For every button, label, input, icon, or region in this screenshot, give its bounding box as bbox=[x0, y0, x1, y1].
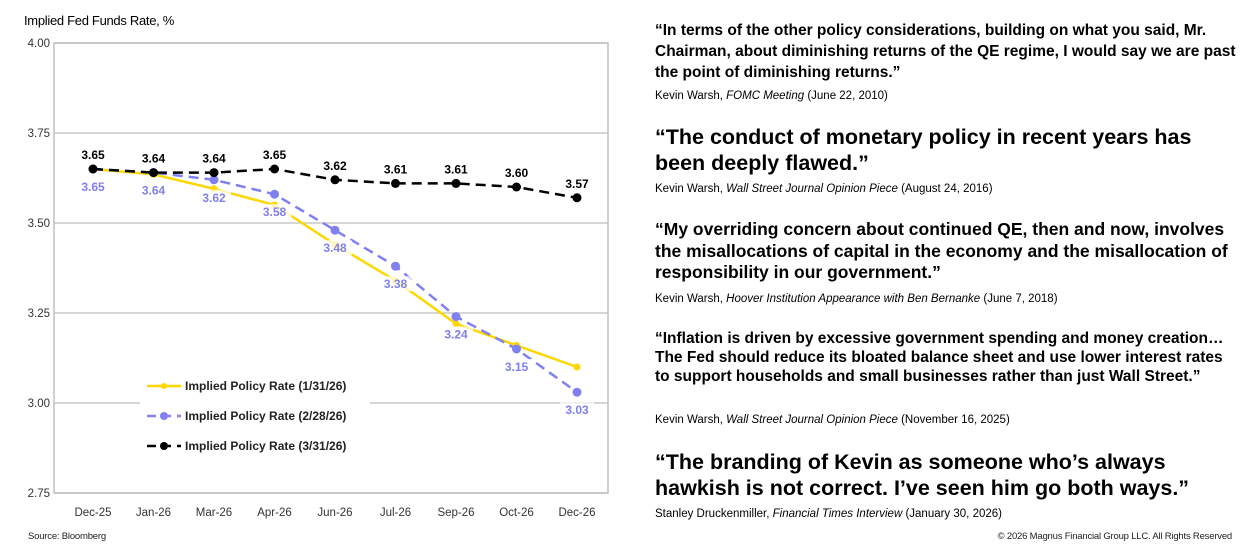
plot-border bbox=[53, 42, 609, 494]
data-label: 3.38 bbox=[384, 277, 408, 291]
y-tick-label: 3.50 bbox=[28, 218, 50, 230]
data-label: 3.58 bbox=[263, 205, 287, 219]
data-label: 3.64 bbox=[142, 184, 166, 198]
data-label: 3.57 bbox=[565, 177, 589, 191]
legend-marker-icon bbox=[161, 383, 167, 389]
attribution-1: Kevin Warsh, FOMC Meeting (June 22, 2010… bbox=[655, 90, 888, 102]
data-label-background bbox=[136, 182, 171, 198]
data-point bbox=[512, 182, 521, 192]
legend-label: Implied Policy Rate (2/28/26) bbox=[185, 409, 346, 423]
y-tick-label: 3.00 bbox=[28, 398, 50, 410]
data-point bbox=[452, 320, 460, 328]
data-point bbox=[572, 387, 582, 397]
x-tick-label: Sep-26 bbox=[437, 507, 474, 519]
data-label: 3.62 bbox=[323, 159, 347, 173]
fed-funds-chart: 4.00 3.75 3.50 3.25 3.00 2.75 Dec-25 Jan-26 Mar-… bbox=[28, 38, 609, 519]
data-point bbox=[209, 175, 219, 185]
attribution-3: Kevin Warsh, Hoover Institution Appearan… bbox=[655, 293, 1058, 305]
x-tick-label: Jun-26 bbox=[317, 507, 352, 519]
data-label-background bbox=[76, 179, 110, 194]
data-label: 3.65 bbox=[81, 148, 105, 162]
data-label: 3.62 bbox=[202, 191, 226, 205]
data-point bbox=[149, 168, 158, 178]
attribution-5: Stanley Druckenmiller, Financial Times I… bbox=[655, 508, 1002, 520]
legend-marker-icon bbox=[160, 442, 168, 450]
data-label: 3.61 bbox=[384, 162, 408, 176]
x-tick-label: Oct-26 bbox=[499, 507, 534, 519]
data-point bbox=[391, 178, 400, 188]
data-label-background bbox=[560, 402, 594, 418]
data-label: 3.15 bbox=[505, 360, 529, 374]
chart-title: Implied Fed Funds Rate, % bbox=[24, 13, 175, 28]
data-label: 3.48 bbox=[323, 241, 347, 255]
legend-background bbox=[140, 372, 370, 464]
data-label-background bbox=[197, 189, 231, 205]
quote-4: “Inflation is driven by excessive govern… bbox=[655, 330, 1224, 385]
legend-marker-icon bbox=[160, 412, 168, 420]
data-point bbox=[209, 168, 219, 178]
y-tick-label: 2.75 bbox=[28, 488, 50, 500]
data-point bbox=[451, 178, 461, 188]
data-point bbox=[88, 164, 98, 174]
series-line-2 bbox=[92, 167, 578, 394]
data-label: 3.03 bbox=[565, 403, 589, 417]
series-line-1 bbox=[92, 167, 578, 369]
x-tick-label: Mar-26 bbox=[196, 507, 232, 519]
legend-label: Implied Policy Rate (1/31/26) bbox=[185, 379, 346, 393]
data-label: 3.65 bbox=[81, 180, 105, 194]
data-point bbox=[451, 312, 461, 322]
y-tick-label: 3.75 bbox=[28, 128, 50, 140]
data-label: 3.64 bbox=[142, 152, 166, 166]
data-label: 3.60 bbox=[505, 166, 529, 180]
data-label-background bbox=[378, 276, 413, 292]
source-note: Source: Bloomberg bbox=[28, 531, 106, 542]
data-point bbox=[270, 164, 279, 174]
x-tick-label: Jul-26 bbox=[380, 507, 411, 519]
data-label: 3.65 bbox=[263, 148, 287, 162]
data-point bbox=[270, 189, 279, 199]
legend-label: Implied Policy Rate (3/31/26) bbox=[185, 439, 346, 453]
y-tick-label: 4.00 bbox=[28, 38, 50, 50]
attribution-2: Kevin Warsh, Wall Street Journal Opinion… bbox=[655, 183, 993, 195]
x-tick-label: Dec-26 bbox=[558, 507, 595, 519]
y-tick-label: 3.25 bbox=[28, 308, 50, 320]
x-tick-label: Dec-25 bbox=[74, 507, 111, 519]
data-point bbox=[572, 193, 582, 203]
x-tick-label: Apr-26 bbox=[257, 507, 292, 519]
data-point bbox=[512, 344, 521, 354]
data-label-background bbox=[318, 240, 352, 256]
data-label-background bbox=[439, 326, 473, 342]
quote-3: “My overriding concern about continued Q… bbox=[655, 219, 1228, 282]
data-point bbox=[330, 225, 340, 235]
copyright: © 2026 Magnus Financial Group LLC. All R… bbox=[997, 531, 1233, 542]
data-label: 3.61 bbox=[444, 162, 468, 176]
data-label-background bbox=[499, 359, 534, 374]
data-label: 3.64 bbox=[202, 152, 226, 166]
quote-2: “The conduct of monetary policy in recen… bbox=[655, 125, 1192, 175]
data-point bbox=[573, 363, 581, 371]
attribution-4: Kevin Warsh, Wall Street Journal Opinion… bbox=[655, 414, 1010, 426]
data-label-background bbox=[257, 204, 292, 220]
quote-5: “The branding of Kevin as someone who’s … bbox=[655, 450, 1190, 500]
data-point bbox=[330, 175, 340, 185]
x-tick-label: Jan-26 bbox=[136, 507, 171, 519]
data-label: 3.24 bbox=[444, 328, 468, 342]
quote-1: “In terms of the other policy considerat… bbox=[655, 22, 1236, 81]
data-point bbox=[391, 261, 400, 271]
